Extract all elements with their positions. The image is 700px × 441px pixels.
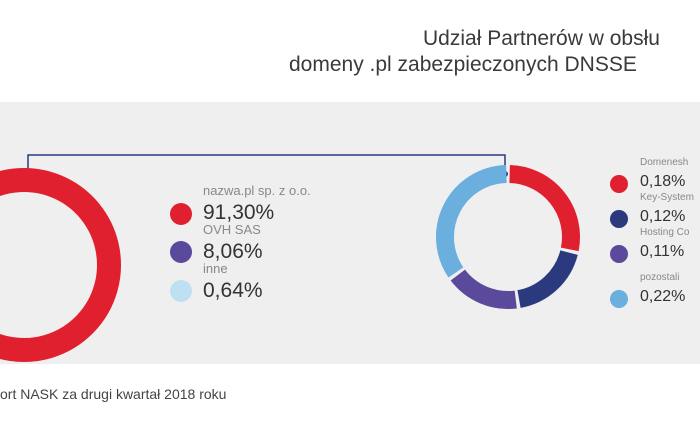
chart-title-line-2: domeny .pl zabezpieczonych DNSSE	[289, 53, 637, 76]
legend-label-pozostali: pozostali	[640, 272, 680, 283]
footer-source: ort NASK za drugi kwartał 2018 roku	[0, 386, 227, 402]
legend-label-nazwa: nazwa.pl sp. z o.o.	[203, 183, 311, 198]
legend-label-domenesh: Domenesh	[640, 157, 689, 168]
legend-swatch-domenesh	[610, 175, 628, 193]
right-donut-slice-4	[436, 165, 507, 278]
legend-value-domenesh: 0,18%	[640, 173, 686, 190]
legend-value-pozostali: 0,22%	[640, 288, 686, 305]
chart-title-line-1: Udział Partnerów w obsłu	[423, 27, 660, 50]
legend-swatch-inne	[170, 280, 192, 302]
legend-swatch-hosting	[610, 245, 628, 263]
right-donut-slice-3	[450, 269, 517, 309]
legend-value-hosting: 0,11%	[640, 243, 685, 260]
legend-value-ovh: 8,06%	[203, 240, 263, 263]
legend-label-ovh: OVH SAS	[203, 222, 261, 237]
legend-swatch-key-system	[610, 210, 628, 228]
legend-swatch-nazwa	[170, 203, 192, 225]
legend-value-key-system: 0,12%	[640, 208, 686, 225]
legend-label-hosting: Hosting Co	[640, 227, 690, 238]
left-donut-slice-1	[0, 168, 121, 362]
right-donut-slice-1	[509, 165, 580, 252]
chart-panel	[0, 102, 700, 364]
legend-value-nazwa: 91,30%	[203, 201, 275, 224]
legend-swatch-pozostali	[610, 290, 628, 308]
right-donut-slice-2	[517, 250, 578, 308]
legend-label-key-system: Key-System	[640, 192, 694, 203]
legend-label-inne: inne	[203, 261, 228, 276]
legend-value-inne: 0,64%	[203, 279, 263, 302]
legend-swatch-ovh	[170, 241, 192, 263]
connector-line	[27, 154, 506, 172]
